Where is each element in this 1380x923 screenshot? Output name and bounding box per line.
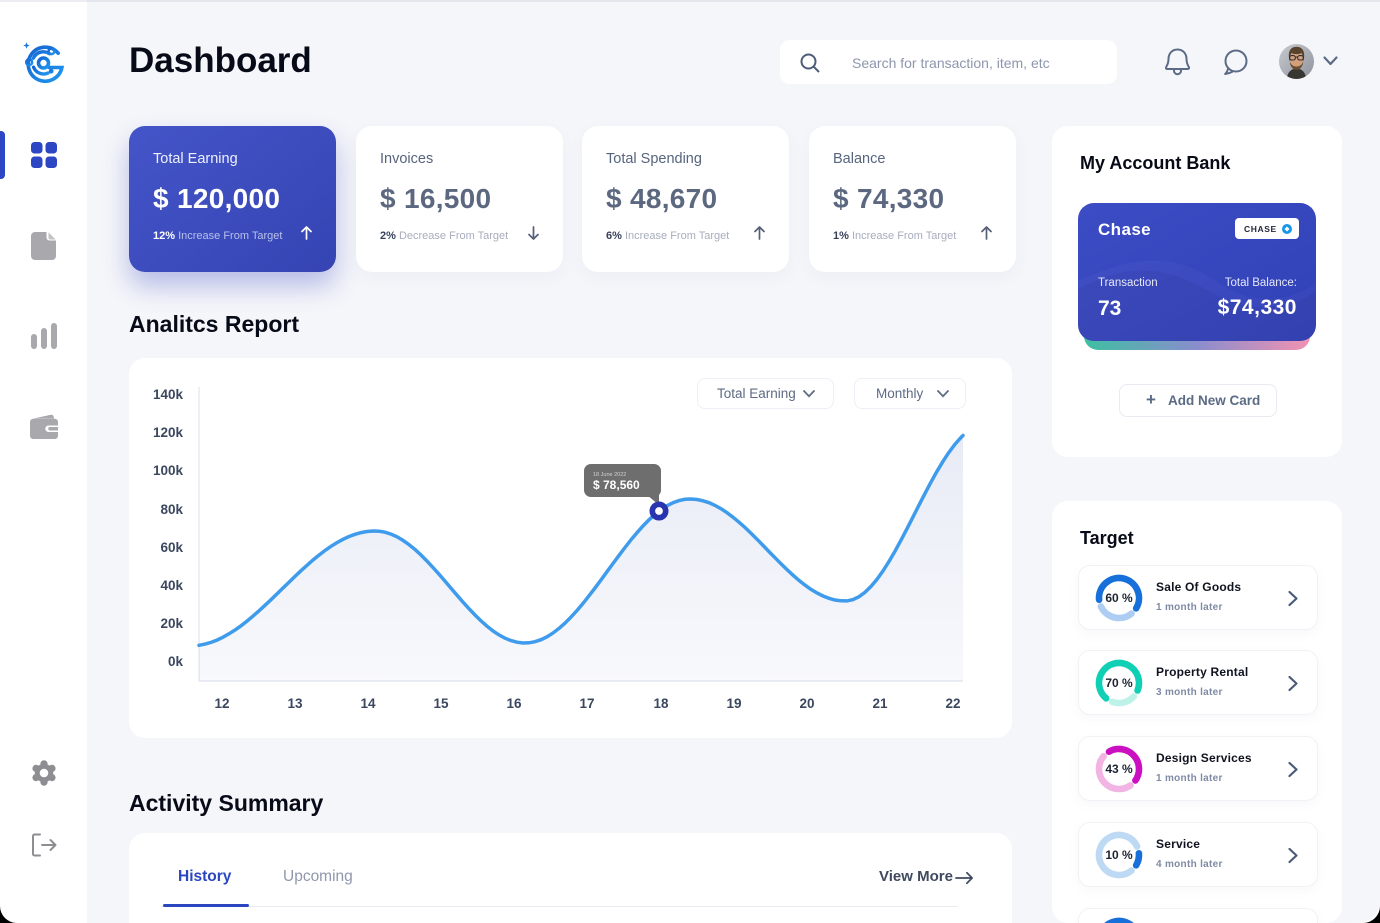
svg-text:80k: 80k: [160, 502, 183, 517]
svg-text:22: 22: [945, 696, 960, 711]
svg-text:21: 21: [872, 696, 888, 711]
svg-text:14: 14: [360, 696, 376, 711]
svg-text:20k: 20k: [160, 616, 183, 631]
svg-text:18 June 2022: 18 June 2022: [593, 472, 626, 478]
svg-text:120k: 120k: [153, 425, 184, 440]
svg-text:0k: 0k: [168, 654, 184, 669]
svg-text:17: 17: [579, 696, 594, 711]
svg-text:140k: 140k: [153, 387, 184, 402]
svg-text:60k: 60k: [160, 540, 183, 555]
svg-text:20: 20: [799, 696, 814, 711]
svg-text:100k: 100k: [153, 463, 184, 478]
svg-text:12: 12: [214, 696, 229, 711]
svg-text:40k: 40k: [160, 578, 183, 593]
svg-text:19: 19: [726, 696, 741, 711]
svg-text:$ 78,560: $ 78,560: [593, 478, 640, 492]
svg-text:16: 16: [506, 696, 522, 711]
svg-text:18: 18: [653, 696, 669, 711]
svg-text:15: 15: [433, 696, 449, 711]
svg-text:13: 13: [287, 696, 303, 711]
